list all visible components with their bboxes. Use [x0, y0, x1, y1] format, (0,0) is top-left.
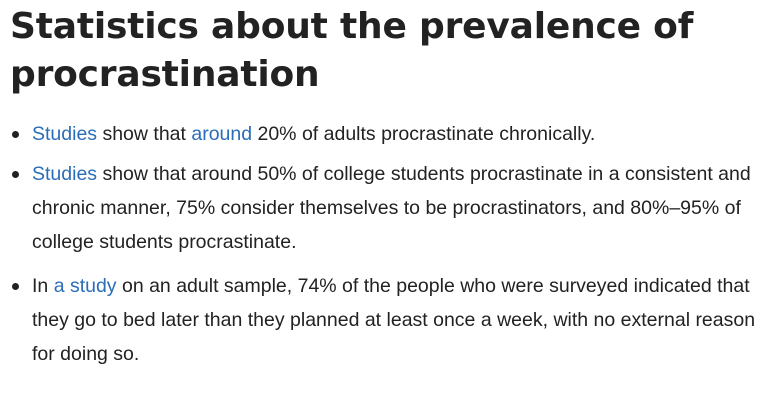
list-item: Studies show that around 20% of adults p…: [0, 117, 768, 151]
item-text: show that: [97, 123, 192, 145]
list-item: In a study on an adult sample, 74% of th…: [0, 269, 768, 371]
item-text: 20% of adults procrastinate chronically.: [252, 123, 596, 145]
item-text: on an adult sample, 74% of the people wh…: [32, 275, 756, 365]
list-item: Studies show that around 50% of college …: [0, 157, 768, 259]
bullet-icon: [12, 171, 19, 178]
page-title: Statistics about the prevalence of procr…: [10, 6, 694, 95]
bullet-icon: [12, 283, 19, 290]
bullet-icon: [12, 131, 19, 138]
a-study-link[interactable]: a study: [53, 275, 117, 297]
item-text: show that around 50% of college students…: [32, 163, 751, 253]
studies-link[interactable]: Studies: [32, 123, 98, 145]
statistics-list: Studies show that around 20% of adults p…: [0, 117, 768, 371]
around-link[interactable]: around: [191, 123, 253, 145]
item-text: In: [32, 275, 54, 297]
studies-link[interactable]: Studies: [32, 163, 98, 185]
